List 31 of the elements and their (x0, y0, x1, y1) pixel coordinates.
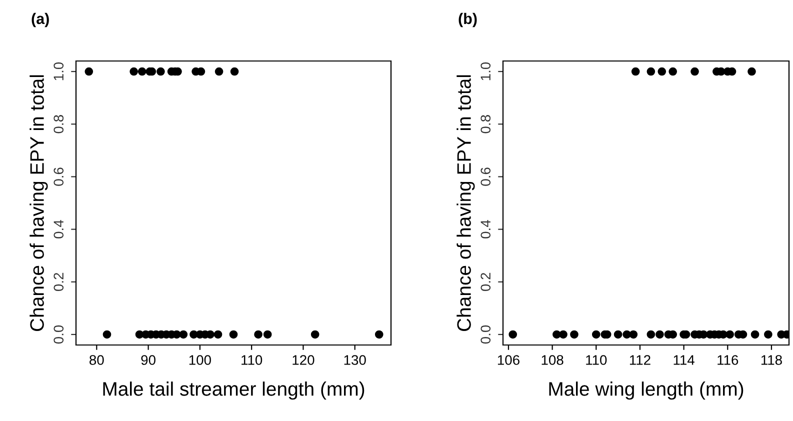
y-tick-label: 0.4 (480, 220, 491, 238)
x-tick-label: 116 (718, 355, 738, 365)
x-tick-label: 114 (674, 355, 694, 365)
y-tick-label: 0.2 (54, 272, 64, 291)
y-tick-label: 0.6 (54, 168, 64, 186)
y-axis-title: Chance of having EPY in total (456, 75, 475, 332)
x-tick-label: 108 (542, 355, 564, 365)
y-tick-label: 0.0 (480, 325, 491, 344)
y-tick-label: 0.4 (54, 220, 64, 238)
x-tick-label: 110 (242, 355, 262, 365)
y-tick-label: 0.2 (480, 272, 491, 291)
x-tick-label: 118 (761, 355, 782, 365)
y-tick-label: 1.0 (54, 62, 64, 80)
y-tick-label: 0.0 (54, 325, 64, 344)
y-axis-title: Chance of having EPY in total (30, 75, 48, 332)
x-tick-label: 90 (141, 355, 156, 365)
chart-title: (b) (458, 12, 477, 28)
y-tick-label: 1.0 (480, 62, 491, 80)
x-tick-label: 80 (90, 355, 104, 365)
x-tick-label: 130 (344, 355, 366, 365)
chart-title: (a) (32, 12, 49, 28)
x-axis-title: Male wing length (mm) (549, 382, 744, 400)
x-tick-label: 110 (586, 355, 607, 365)
x-tick-label: 112 (630, 355, 650, 365)
y-tick-label: 0.8 (54, 115, 64, 134)
x-tick-label: 106 (498, 355, 520, 365)
y-tick-label: 0.8 (480, 115, 491, 134)
x-tick-label: 120 (292, 355, 314, 365)
x-tick-label: 100 (189, 355, 211, 365)
x-axis-title: Male tail streamer length (mm) (103, 382, 364, 400)
y-tick-label: 0.6 (480, 168, 491, 186)
